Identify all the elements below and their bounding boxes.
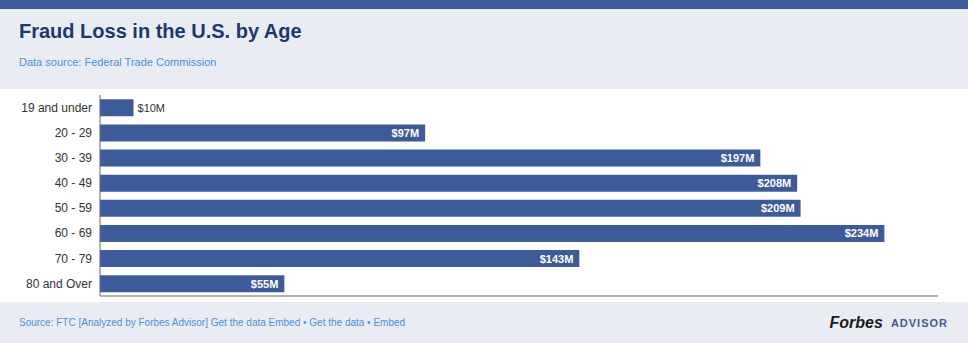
svg-text:$10M: $10M xyxy=(138,102,166,114)
html-text:Fraud Loss in the U.S. by Age: Fraud Loss in the U.S. by Age xyxy=(19,20,302,42)
svg-text:$208M: $208M xyxy=(758,177,792,189)
svg-text:$97M: $97M xyxy=(392,127,420,139)
html-text:Source: FTC [Analyzed by Forbe: Source: FTC [Analyzed by Forbes Advisor]… xyxy=(19,317,406,328)
svg-text:$209M: $209M xyxy=(761,202,795,214)
svg-text:$55M: $55M xyxy=(251,278,279,290)
svg-text:40 - 49: 40 - 49 xyxy=(55,176,93,190)
html-text:Data source: Federal Trade Com: Data source: Federal Trade Commission xyxy=(19,56,217,68)
svg-text:70 - 79: 70 - 79 xyxy=(55,252,93,266)
svg-text:19 and under: 19 and under xyxy=(21,101,92,115)
svg-text:20 - 29: 20 - 29 xyxy=(55,126,93,140)
svg-text:80 and Over: 80 and Over xyxy=(26,277,92,291)
svg-text:$234M: $234M xyxy=(845,227,879,239)
svg-text:$197M: $197M xyxy=(721,152,755,164)
svg-text:60 - 69: 60 - 69 xyxy=(55,226,93,240)
svg-text:$143M: $143M xyxy=(540,253,574,265)
html-text:Forbes: Forbes xyxy=(829,313,883,331)
svg-text:30 - 39: 30 - 39 xyxy=(55,151,93,165)
html-text:ADVISOR: ADVISOR xyxy=(890,316,948,329)
svg-text:50 - 59: 50 - 59 xyxy=(55,201,93,215)
